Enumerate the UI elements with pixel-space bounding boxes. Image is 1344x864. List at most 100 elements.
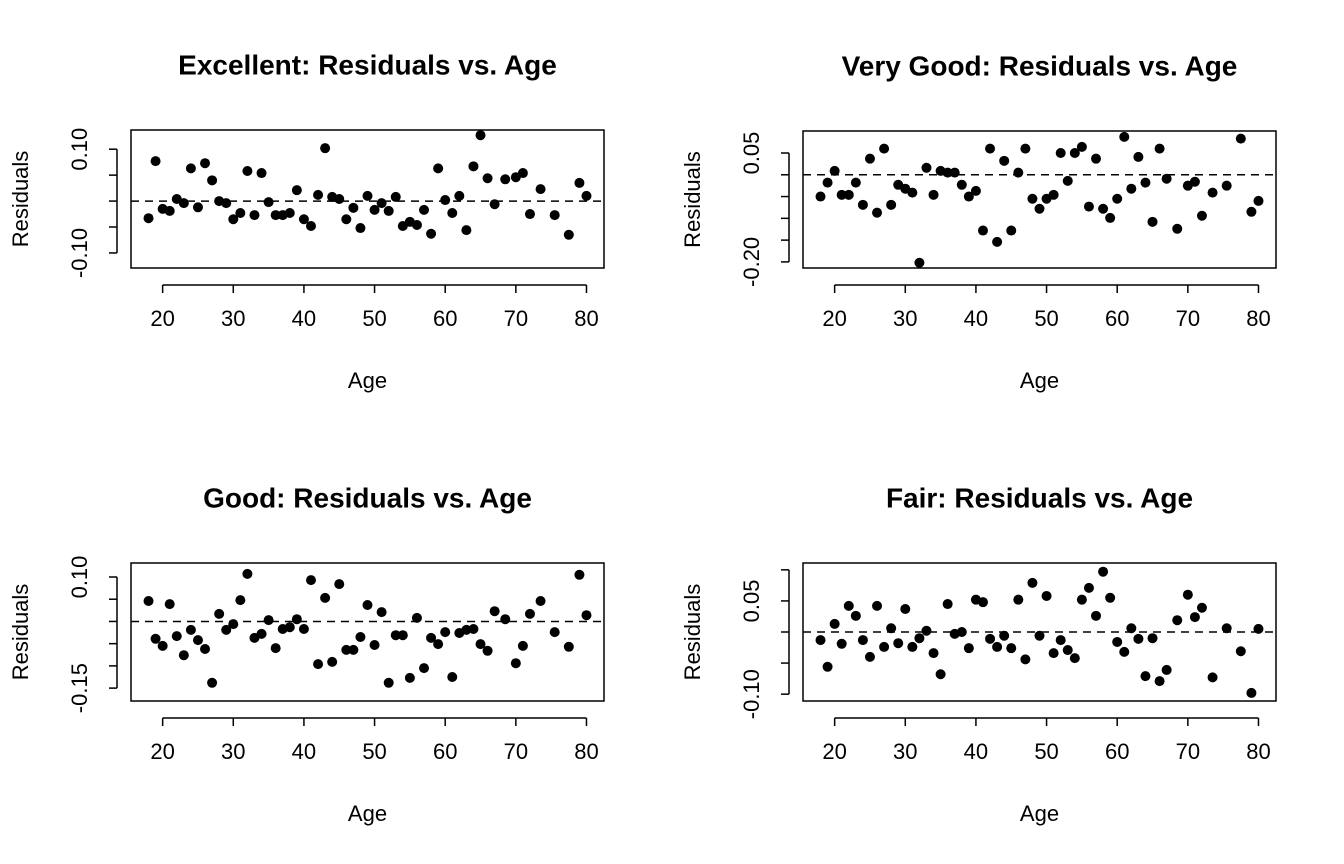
point (192, 635, 203, 646)
plot-box (802, 130, 1277, 269)
point (1126, 623, 1137, 634)
point (1246, 687, 1257, 698)
point (185, 624, 196, 635)
point (1235, 133, 1246, 144)
point (263, 615, 274, 626)
point (500, 174, 511, 185)
point (942, 599, 953, 610)
point (355, 223, 366, 234)
point (1161, 173, 1172, 184)
point (977, 225, 988, 236)
x-tick-label: 50 (1034, 739, 1058, 764)
y-axis-label: Residuals (8, 151, 33, 248)
point (886, 199, 897, 210)
point (574, 569, 585, 580)
point (397, 630, 408, 641)
panel: Excellent: Residuals vs. Age Age Residuals… (8, 49, 605, 393)
point (185, 163, 196, 174)
point (1006, 643, 1017, 654)
point (956, 179, 967, 190)
x-tick-label: 30 (221, 739, 245, 764)
point (864, 153, 875, 164)
point (334, 579, 345, 590)
y-tick-label: -0.10 (67, 228, 92, 278)
point (270, 643, 281, 654)
point (524, 608, 535, 619)
point (355, 632, 366, 642)
x-tick-label: 80 (574, 739, 598, 764)
point (200, 158, 211, 169)
point (1147, 633, 1158, 644)
point (369, 204, 380, 215)
point (242, 165, 253, 176)
point (200, 644, 211, 654)
point (886, 623, 897, 634)
point (313, 189, 324, 200)
point (563, 229, 574, 240)
point (829, 165, 840, 176)
point (447, 672, 458, 682)
point (879, 143, 890, 154)
point (581, 610, 592, 621)
point (228, 619, 239, 630)
point (1207, 672, 1218, 683)
y-tick-label: 0.10 (67, 556, 92, 599)
point (815, 635, 826, 646)
point (164, 205, 175, 216)
x-tick-label: 50 (1034, 306, 1058, 331)
point (214, 608, 225, 619)
point (221, 624, 232, 635)
point (850, 177, 861, 188)
x-tick-label: 30 (893, 739, 917, 764)
point (1020, 143, 1031, 154)
x-tick-label: 40 (292, 306, 316, 331)
point (1154, 143, 1165, 154)
point (535, 184, 546, 195)
point (928, 189, 939, 200)
point (921, 162, 932, 173)
point (1098, 566, 1109, 577)
point (1013, 594, 1024, 605)
point (900, 604, 911, 614)
point (1055, 635, 1066, 646)
point (907, 641, 918, 652)
point (872, 600, 883, 611)
point (390, 630, 401, 641)
point (1189, 176, 1200, 187)
point (192, 202, 203, 213)
y-tick-label: 0.05 (739, 132, 764, 175)
point (949, 167, 960, 178)
point (985, 143, 996, 154)
point (500, 614, 511, 625)
plot-box (130, 562, 605, 702)
point (1006, 225, 1017, 236)
point (207, 175, 218, 186)
point (1253, 195, 1264, 206)
point (977, 597, 988, 608)
panel-title: Excellent: Residuals vs. Age (178, 49, 557, 80)
y-tick-label: -0.10 (739, 669, 764, 719)
point (1140, 671, 1151, 682)
point (992, 236, 1003, 247)
point (150, 633, 161, 644)
point (956, 627, 967, 637)
point (1027, 577, 1038, 588)
point (270, 210, 281, 221)
point (256, 628, 267, 639)
point (549, 210, 560, 221)
point (1098, 203, 1109, 214)
point (1189, 612, 1200, 623)
y-axis-label: Residuals (680, 151, 705, 248)
point (419, 663, 430, 674)
point (334, 194, 345, 204)
point (1253, 623, 1264, 634)
y-axis-label: Residuals (680, 584, 705, 681)
y-tick-label: -0.15 (67, 663, 92, 713)
point (433, 639, 444, 650)
x-tick-label: 20 (822, 306, 846, 331)
point (482, 173, 493, 184)
point (291, 185, 302, 196)
point (327, 656, 338, 667)
point (411, 219, 422, 230)
